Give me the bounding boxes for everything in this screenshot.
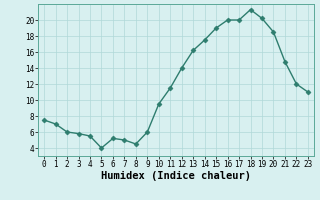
X-axis label: Humidex (Indice chaleur): Humidex (Indice chaleur) <box>101 171 251 181</box>
